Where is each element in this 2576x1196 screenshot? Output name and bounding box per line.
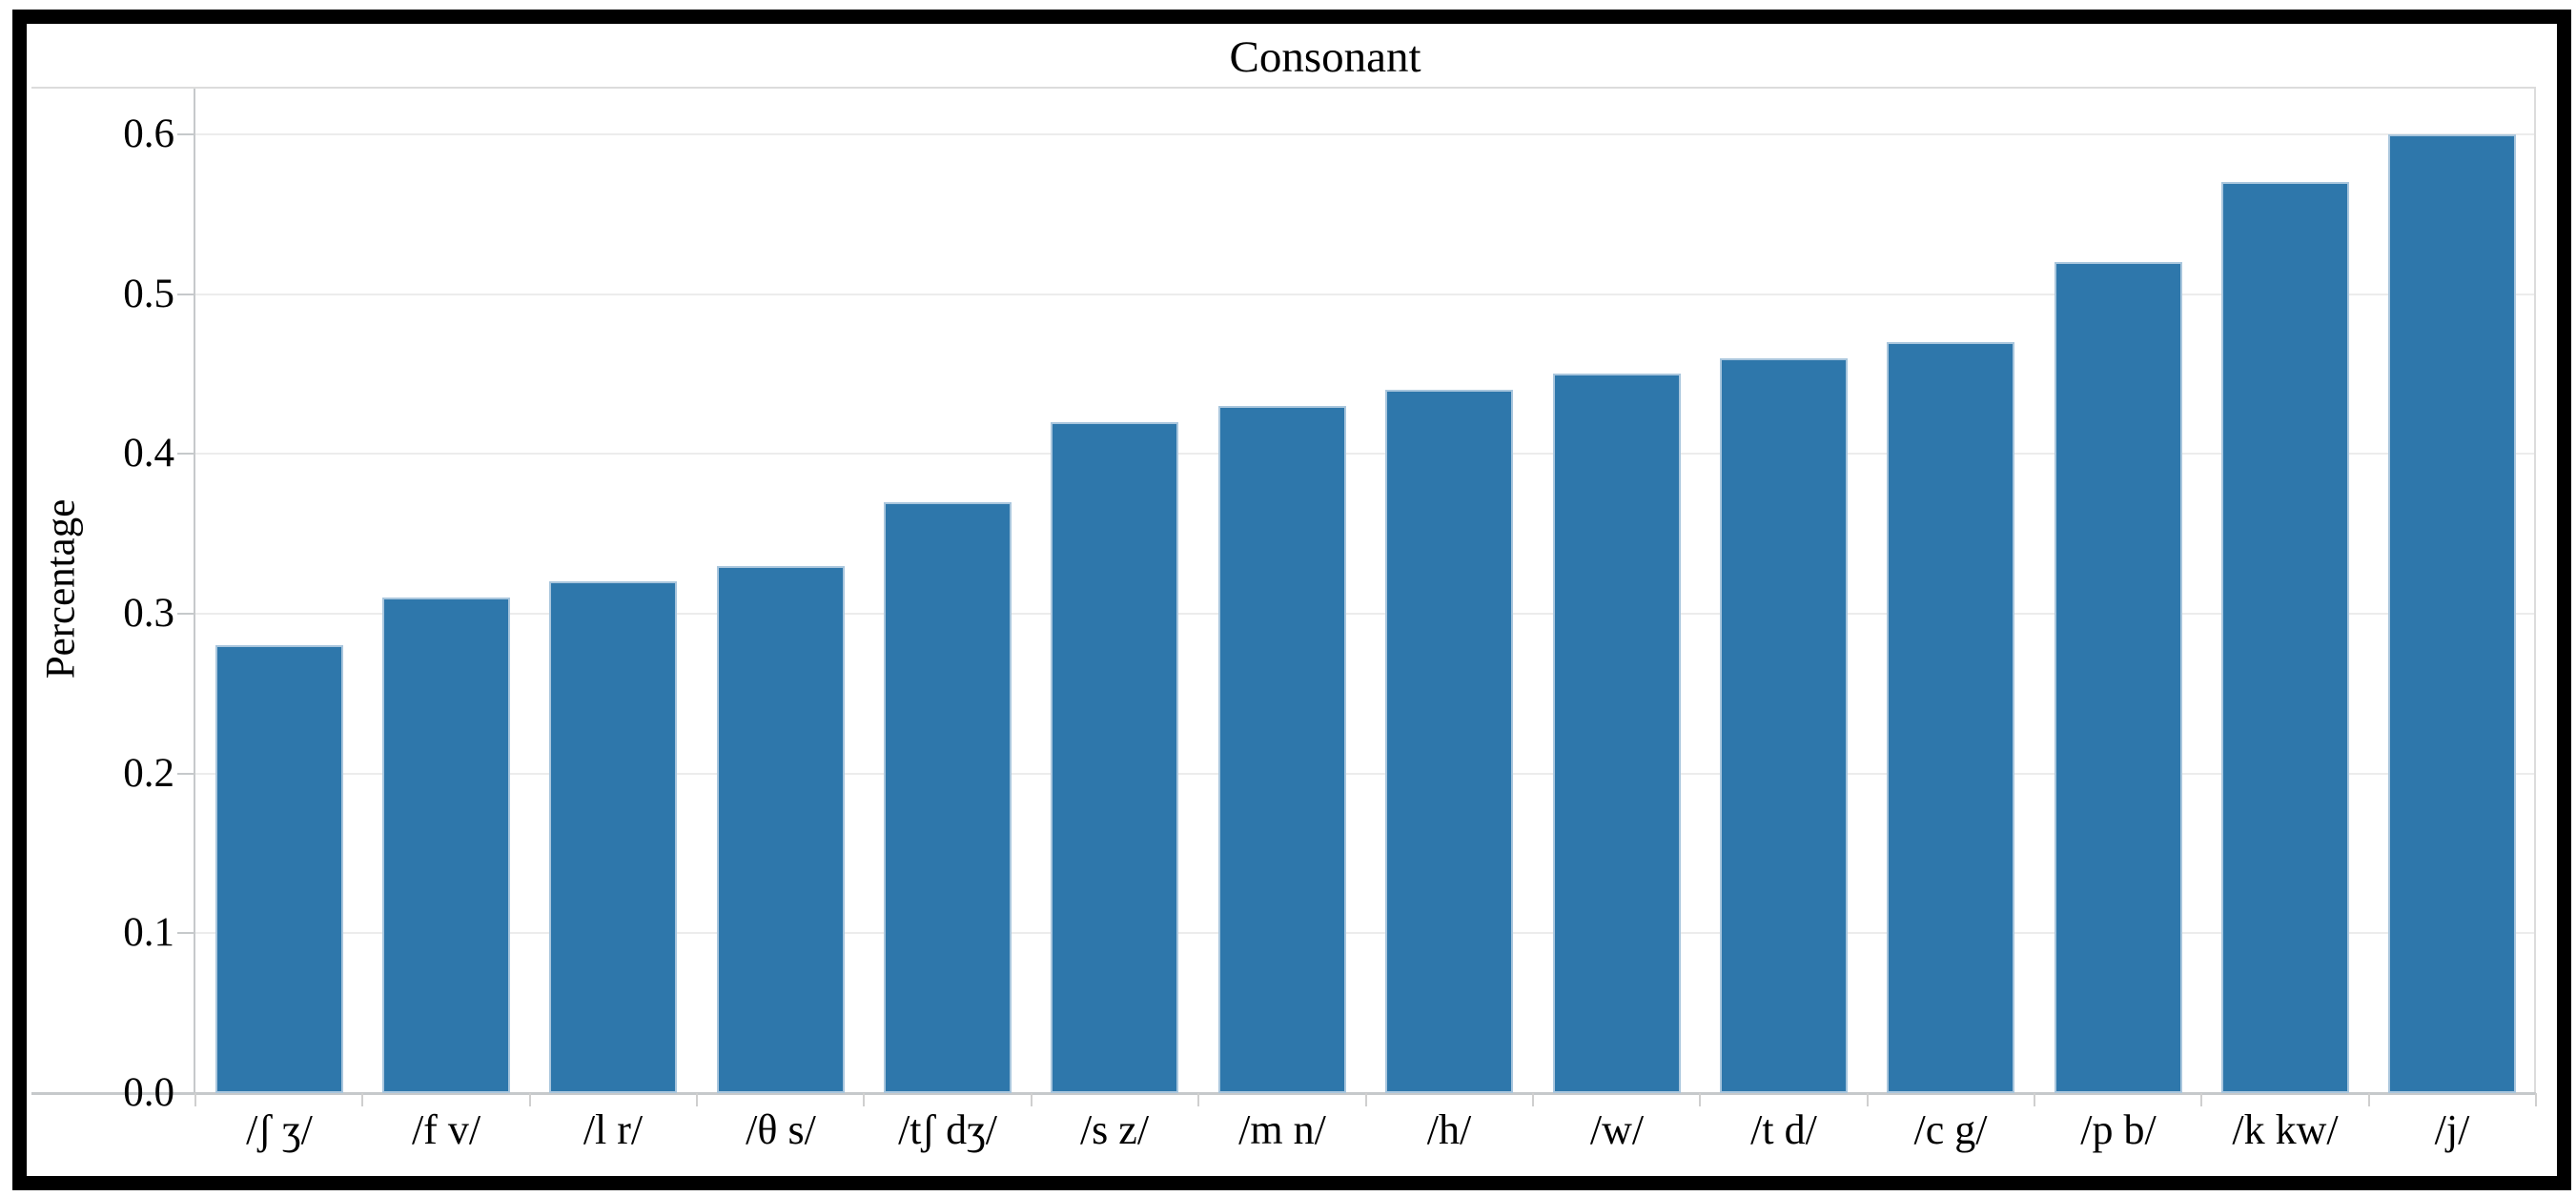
- x-tick-label: /tʃ dʒ/: [898, 1106, 997, 1153]
- y-tick-label: 0.4: [123, 431, 174, 476]
- y-tick: [177, 1092, 194, 1094]
- bar: [2388, 134, 2516, 1093]
- x-tick-label: /s z/: [1079, 1106, 1150, 1153]
- plot-top-border: [31, 87, 2536, 89]
- x-tick-label: /ʃ ʒ/: [246, 1106, 313, 1153]
- x-tick-label: /θ s/: [746, 1106, 816, 1153]
- x-tick-label: /p b/: [2080, 1106, 2157, 1153]
- x-axis-line: [31, 1092, 2536, 1095]
- y-gridline: [195, 772, 2534, 775]
- chart-title: Consonant: [1229, 32, 1421, 82]
- bar: [382, 598, 510, 1093]
- x-tick: [2033, 1093, 2035, 1106]
- y-gridline: [195, 612, 2534, 615]
- y-tick: [177, 132, 194, 135]
- y-tick-label: 0.6: [123, 111, 174, 156]
- x-tick: [1531, 1093, 1534, 1106]
- bar: [1051, 422, 1178, 1093]
- x-tick: [696, 1093, 699, 1106]
- bar: [717, 566, 845, 1093]
- x-tick: [863, 1093, 866, 1106]
- x-tick-label: /h/: [1426, 1106, 1472, 1153]
- x-tick-label: /c g/: [1913, 1106, 1988, 1153]
- x-tick-label: /m n/: [1238, 1106, 1326, 1153]
- x-tick-label: /j/: [2434, 1106, 2470, 1153]
- bar: [2055, 262, 2182, 1093]
- y-tick: [177, 612, 194, 615]
- y-tick: [177, 293, 194, 295]
- y-tick: [177, 772, 194, 775]
- bar: [1385, 390, 1513, 1093]
- y-axis-title: Percentage: [38, 498, 84, 679]
- x-tick-label: /l r/: [583, 1106, 644, 1153]
- bar: [1887, 342, 2014, 1093]
- x-tick: [194, 1093, 196, 1106]
- x-tick: [1364, 1093, 1367, 1106]
- y-tick-label: 0.1: [123, 910, 174, 956]
- y-gridline: [195, 453, 2534, 456]
- y-gridline: [195, 932, 2534, 935]
- plot-right-border: [2534, 87, 2536, 1093]
- bar: [1218, 406, 1346, 1093]
- y-tick-label: 0.0: [123, 1070, 174, 1115]
- x-tick: [2200, 1093, 2203, 1106]
- x-tick: [1197, 1093, 1200, 1106]
- y-tick-label: 0.3: [123, 590, 174, 636]
- x-tick: [528, 1093, 531, 1106]
- x-tick: [1030, 1093, 1032, 1106]
- bar: [1553, 374, 1681, 1093]
- x-tick-label: /f v/: [411, 1106, 481, 1153]
- bar: [215, 645, 343, 1093]
- x-tick-label: /k kw/: [2232, 1106, 2339, 1153]
- x-tick: [2367, 1093, 2370, 1106]
- bar: [2221, 182, 2349, 1093]
- x-tick-label: /w/: [1589, 1106, 1645, 1153]
- bar: [1720, 358, 1848, 1093]
- y-tick-label: 0.5: [123, 271, 174, 316]
- y-tick: [177, 453, 194, 456]
- x-tick-label: /t d/: [1750, 1106, 1817, 1153]
- bar: [549, 581, 677, 1093]
- x-tick: [1699, 1093, 1702, 1106]
- y-tick-label: 0.2: [123, 750, 174, 796]
- y-tick: [177, 932, 194, 935]
- y-axis-line: [194, 89, 195, 1093]
- x-tick: [361, 1093, 364, 1106]
- x-tick: [2535, 1093, 2537, 1106]
- x-tick: [1866, 1093, 1869, 1106]
- y-gridline: [195, 293, 2534, 295]
- y-gridline: [195, 132, 2534, 135]
- bar: [884, 502, 1012, 1093]
